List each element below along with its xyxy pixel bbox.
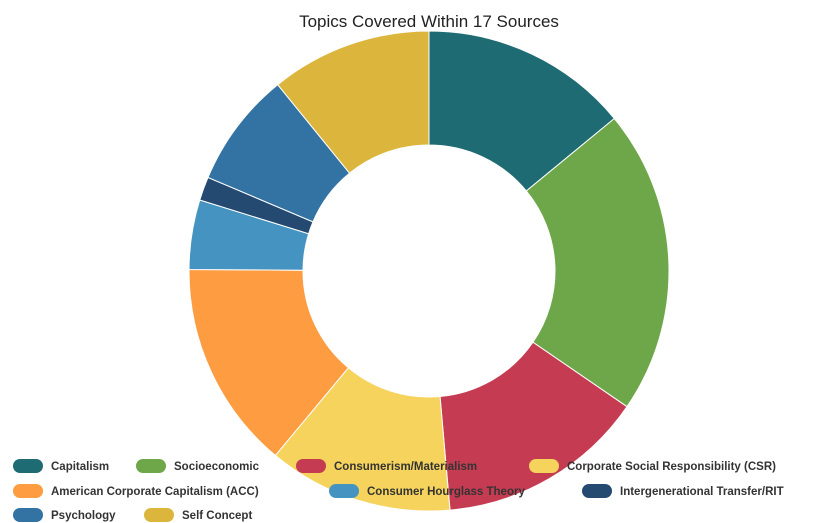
- legend-label-4[interactable]: American Corporate Capitalism (ACC): [51, 486, 259, 498]
- chart-legend: Capitalism Socioeconomic Consumerism/Mater…: [13, 459, 784, 522]
- legend-swatch-8[interactable]: [144, 508, 174, 522]
- slice-8[interactable]: [276, 30, 430, 174]
- slice-2[interactable]: [439, 341, 628, 511]
- donut-slices: [188, 30, 670, 512]
- legend-label-1[interactable]: Socioeconomic: [174, 461, 260, 473]
- legend-swatch-5[interactable]: [329, 484, 359, 498]
- legend-swatch-1[interactable]: [136, 459, 166, 473]
- legend-label-8[interactable]: Self Concept: [182, 510, 252, 522]
- legend-label-6[interactable]: Intergenerational Transfer/RIT: [620, 486, 784, 498]
- slice-4[interactable]: [188, 268, 350, 457]
- legend-swatch-0[interactable]: [13, 459, 43, 473]
- legend-label-2[interactable]: Consumerism/Materialism: [334, 461, 477, 473]
- slice-0[interactable]: [428, 30, 616, 192]
- legend-swatch-3[interactable]: [529, 459, 559, 473]
- legend-swatch-7[interactable]: [13, 508, 43, 522]
- legend-swatch-6[interactable]: [582, 484, 612, 498]
- legend-label-7[interactable]: Psychology: [51, 510, 116, 522]
- slice-1[interactable]: [525, 117, 670, 408]
- legend-label-5[interactable]: Consumer Hourglass Theory: [367, 486, 525, 498]
- legend-swatch-2[interactable]: [296, 459, 326, 473]
- legend-label-3[interactable]: Corporate Social Responsibility (CSR): [567, 461, 776, 473]
- chart-title: Topics Covered Within 17 Sources: [299, 12, 559, 31]
- legend-label-0[interactable]: Capitalism: [51, 461, 109, 473]
- legend-swatch-4[interactable]: [13, 484, 43, 498]
